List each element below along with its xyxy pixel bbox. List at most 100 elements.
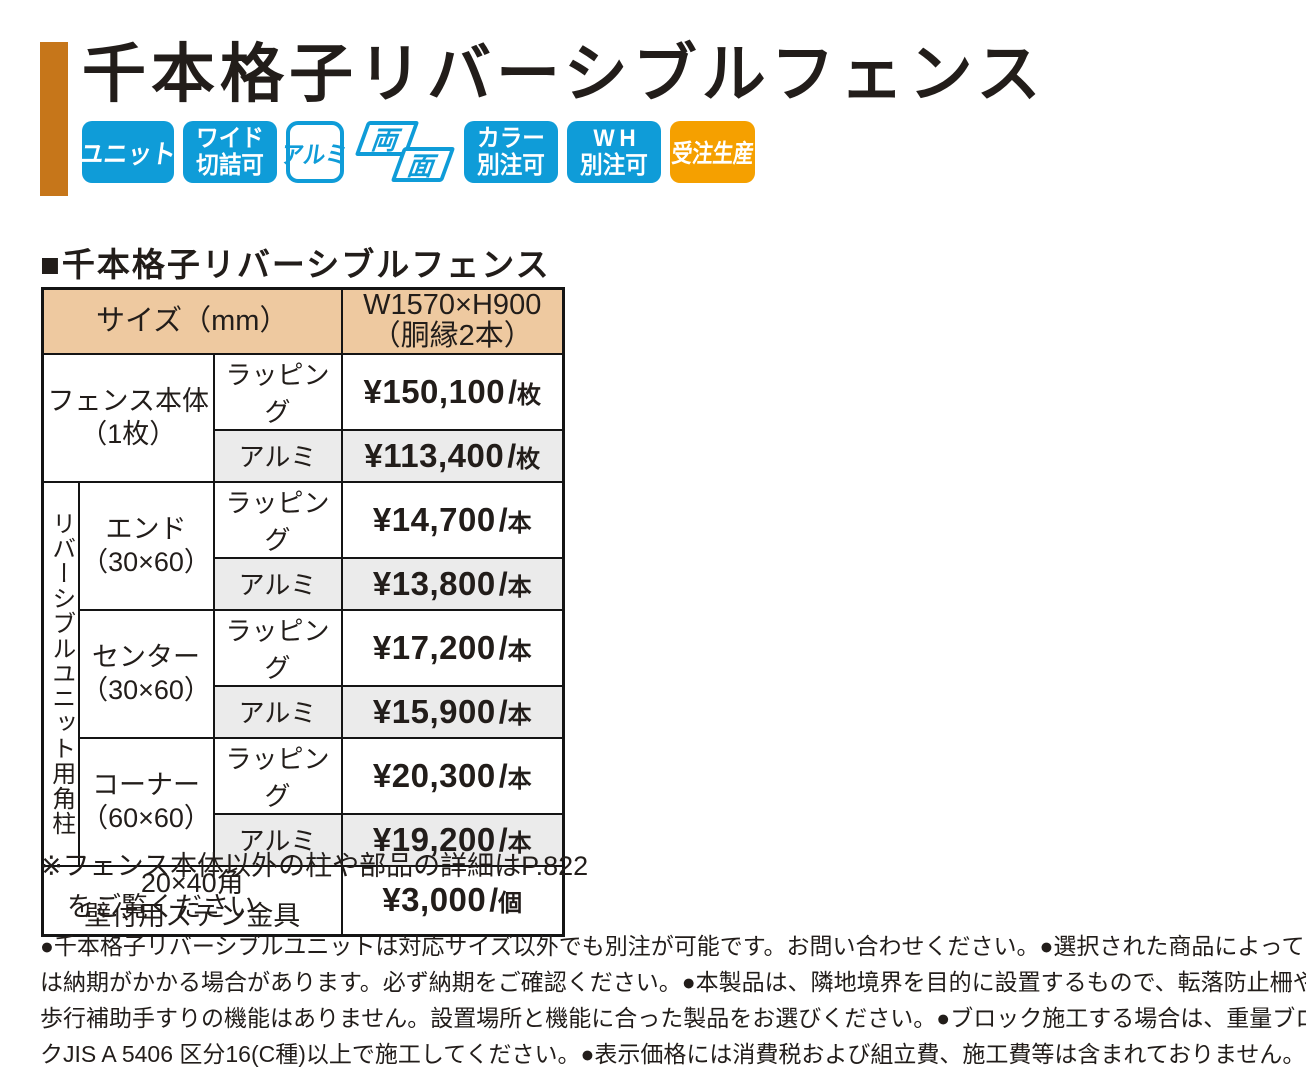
price-unit: 本 <box>507 829 532 857</box>
spec-type-label: アルミ <box>238 442 317 472</box>
badge-aluminum: アルミ <box>280 121 349 183</box>
spec-type-label: アルミ <box>238 826 317 856</box>
spec-type-cell: アルミ <box>212 556 343 611</box>
price-cell: ¥14,700/本 <box>340 480 565 559</box>
item-name-line: コーナー <box>92 769 200 800</box>
spec-type-label: アルミ <box>238 698 317 728</box>
price-value: ¥15,900 <box>372 692 496 730</box>
price-cell: ¥20,300/本 <box>340 736 565 815</box>
table-row: アルミ ¥19,200/本 <box>43 812 565 867</box>
price-cell: ¥15,900/本 <box>340 684 565 739</box>
price-value: ¥3,000 <box>382 881 487 919</box>
footnote-line2: をご覧ください <box>67 892 256 922</box>
header-content: 千本格子リバーシブルフェンス ユニット ワイド 切詰可 アルミ 両 <box>78 38 1046 196</box>
price-slash: / <box>498 565 508 602</box>
price-value: ¥17,200 <box>372 628 496 666</box>
badge-wide-cut: ワイド 切詰可 <box>183 121 277 183</box>
price-cell: ¥150,100/枚 <box>340 352 565 431</box>
table-row: リバーシブルユニット用角柱 エンド （30×60） ラッピング ¥14,700/… <box>41 480 565 867</box>
table-row: アルミ ¥15,900/本 <box>43 684 565 739</box>
accent-bar <box>40 42 68 196</box>
badge-made-to-order: 受注生産 <box>670 121 755 183</box>
badge-color-custom: カラー 別注可 <box>464 121 558 183</box>
page-title: 千本格子リバーシブルフェンス <box>82 38 1046 110</box>
spec-type-cell: ラッピング <box>212 352 343 431</box>
vertical-label: リバーシブルユニット用角柱 <box>47 511 75 836</box>
price-cell: ¥19,200/本 <box>340 812 565 867</box>
footnote-line1: ※フェンス本体以外の柱や部品の詳細はP.822 <box>40 851 589 881</box>
price-value: ¥113,400 <box>364 436 505 474</box>
price-unit: 本 <box>507 701 532 729</box>
badge-color-line1: カラー <box>477 125 545 152</box>
price-table: サイズ（mm） W1570×H900 （胴縁2本） フェンス本体 （1枚） ラッ… <box>41 287 565 937</box>
spec-type-label: ラッピング <box>225 487 330 555</box>
badge-wide-line1: ワイド <box>196 125 264 152</box>
badge-row: ユニット ワイド 切詰可 アルミ 両 面 <box>78 121 1045 183</box>
size-header-cell: サイズ（mm） <box>41 287 343 355</box>
price-slash: / <box>498 693 508 730</box>
price-unit: 本 <box>507 509 532 537</box>
size-value-line2: （胴縁2本） <box>371 320 533 353</box>
item-name-line: フェンス本体 <box>47 385 209 416</box>
item-name-cell-fence: フェンス本体 （1枚） <box>41 352 215 483</box>
price-unit: 枚 <box>517 381 542 409</box>
item-name-cell-end: エンド （30×60） <box>77 480 215 611</box>
badge-wide-line2: 切詰可 <box>196 152 264 179</box>
spec-type-label: ラッピング <box>225 743 330 811</box>
price-unit: 本 <box>507 573 532 601</box>
disclaimer-line: ●千本格子リバーシブルユニットは対応サイズ以外でも別注が可能です。お問い合わせく… <box>40 933 1305 959</box>
size-value-cell: W1570×H900 （胴縁2本） <box>340 287 565 355</box>
spec-type-cell: アルミ <box>212 812 343 867</box>
double-sided-char2: 面 <box>403 151 441 181</box>
price-value: ¥150,100 <box>363 372 506 410</box>
disclaimer-line: 歩行補助手すりの機能はありません。設置場所と機能に合った製品をお選びください。●… <box>40 1005 1306 1031</box>
item-name-line: （60×60） <box>81 802 211 833</box>
table-row: フェンス本体 （1枚） ラッピング ¥150,100/枚 <box>41 352 565 483</box>
table-row: センター （30×60） ラッピング ¥17,200/本 <box>43 608 565 739</box>
badge-color-line2: 別注可 <box>477 152 545 179</box>
price-slash: / <box>498 821 508 858</box>
item-name-cell-center: センター （30×60） <box>77 608 215 739</box>
badge-aluminum-label: アルミ <box>279 141 350 169</box>
table-row: 20×40角 壁付用ステン金具 ¥3,000/個 <box>41 864 565 937</box>
badge-double-sided-logo: 両 面 <box>353 121 456 183</box>
item-name-line: （30×60） <box>81 674 211 705</box>
badge-wh-custom: WH 別注可 <box>567 121 661 183</box>
price-slash: / <box>498 501 508 538</box>
item-name-cell-corner: コーナー （60×60） <box>77 736 215 867</box>
section-heading: ■千本格子リバーシブルフェンス <box>40 246 551 283</box>
table-row: コーナー （60×60） ラッピング ¥20,300/本 <box>43 736 565 867</box>
price-value: ¥14,700 <box>372 500 496 538</box>
price-cell: ¥3,000/個 <box>340 864 565 937</box>
spec-type-label: ラッピング <box>225 359 330 427</box>
price-cell: ¥13,800/本 <box>340 556 565 611</box>
item-name-line: センター <box>92 641 200 672</box>
item-name-line: （30×60） <box>81 546 211 577</box>
badge-wh-line2: 別注可 <box>580 152 648 179</box>
table-row: アルミ ¥113,400/枚 <box>43 428 565 483</box>
price-cell: ¥17,200/本 <box>340 608 565 687</box>
spec-type-cell: アルミ <box>212 428 343 483</box>
disclaimer-line: は納期がかかる場合があります。必ず納期をご確認ください。●本製品は、隣地境界を目… <box>40 969 1306 995</box>
price-value: ¥19,200 <box>372 820 496 858</box>
size-value-line1: W1570×H900 <box>363 289 542 322</box>
spec-type-cell: ラッピング <box>212 480 343 559</box>
vertical-label-cell: リバーシブルユニット用角柱 <box>41 480 80 867</box>
item-name-line: 壁付用ステン金具 <box>84 901 301 932</box>
item-name-line: （1枚） <box>80 418 177 449</box>
price-slash: / <box>498 757 508 794</box>
double-sided-back-pane: 面 <box>390 147 456 182</box>
spec-type-label: ラッピング <box>225 615 330 683</box>
table-header-row: サイズ（mm） W1570×H900 （胴縁2本） <box>41 287 565 355</box>
price-slash: / <box>508 373 518 410</box>
table-row: アルミ ¥13,800/本 <box>43 556 565 611</box>
spec-type-cell: アルミ <box>212 684 343 739</box>
price-cell: ¥113,400/枚 <box>340 428 565 483</box>
footnote: ※フェンス本体以外の柱や部品の詳細はP.822 をご覧ください <box>40 846 588 928</box>
item-name-line: エンド <box>105 513 187 544</box>
badge-unit: ユニット <box>78 121 178 183</box>
header: 千本格子リバーシブルフェンス ユニット ワイド 切詰可 アルミ 両 <box>40 42 1045 196</box>
item-name-cell-bracket: 20×40角 壁付用ステン金具 <box>41 864 343 937</box>
size-header-label: サイズ（mm） <box>96 304 289 337</box>
price-value: ¥13,800 <box>372 564 496 602</box>
